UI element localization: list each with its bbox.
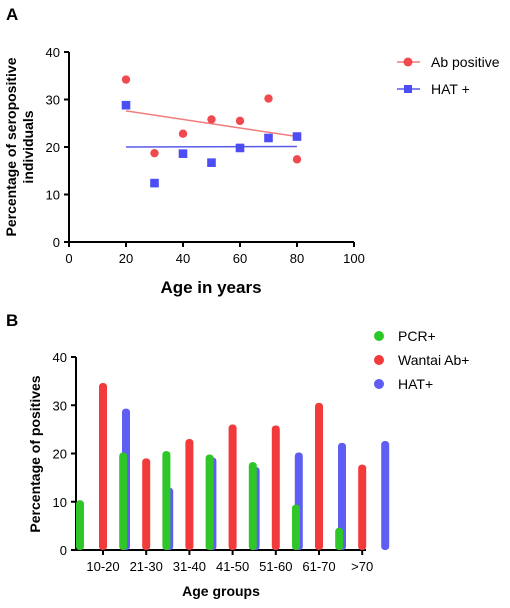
bar-pcr (249, 462, 257, 550)
data-point-hat (179, 149, 188, 158)
bar-wantai (272, 426, 280, 550)
bar-pcr (162, 451, 170, 550)
y-tick-label-a: 30 (46, 93, 60, 108)
bar-wantai (229, 425, 237, 550)
legend-label-wantai: Wantai Ab+ (398, 352, 469, 368)
bar-pcr (292, 505, 300, 550)
data-point-ab-positive (150, 149, 158, 157)
legend-marker-wantai (374, 355, 384, 365)
x-tick-label-a: 40 (176, 251, 190, 266)
y-tick-label-b: 40 (53, 350, 67, 365)
y-tick-label-b: 20 (53, 447, 67, 462)
data-point-ab-positive (207, 115, 215, 123)
legend-marker-ab-positive (404, 58, 413, 67)
category-label: 41-50 (216, 559, 249, 574)
y-tick-label-a: 20 (46, 140, 60, 155)
y-tick-label-b: 0 (60, 543, 67, 558)
x-tick-label-a: 20 (119, 251, 133, 266)
data-point-ab-positive (122, 75, 130, 83)
trendline-ab-positive (126, 111, 297, 137)
data-point-hat (207, 158, 216, 167)
data-point-ab-positive (179, 130, 187, 138)
legend-a: Ab positive HAT + (397, 54, 500, 97)
data-point-hat (236, 144, 245, 153)
bar-wantai (185, 439, 193, 550)
bar-wantai (99, 383, 107, 550)
data-point-hat (264, 134, 273, 143)
category-label: 61-70 (302, 559, 335, 574)
y-axis-label-a-line1: Percentage of seropositive (3, 57, 19, 236)
bar-chart-b: 0 10 20 30 40 10-20 21-30 31-40 41-50 51-60 61-70… (27, 328, 469, 599)
legend-label-pcr: PCR+ (398, 328, 436, 344)
x-axis-label-a: Age in years (160, 278, 261, 297)
bar-pcr (76, 500, 84, 550)
y-tick-label-a: 0 (53, 235, 60, 250)
data-point-ab-positive (264, 94, 272, 102)
bar-wantai (142, 458, 150, 550)
x-axis-label-b: Age groups (182, 583, 260, 599)
legend-b: PCR+ Wantai Ab+ HAT+ (374, 328, 469, 392)
y-axis-label-b: Percentage of positives (27, 375, 43, 532)
category-label: 21-30 (130, 559, 163, 574)
category-label: 10-20 (86, 559, 119, 574)
x-tick-label-a: 100 (343, 251, 365, 266)
data-point-hat (293, 132, 302, 141)
y-tick-label-b: 10 (53, 495, 67, 510)
x-tick-label-a: 80 (290, 251, 304, 266)
legend-label-ab-positive: Ab positive (431, 54, 500, 70)
bar-pcr (119, 453, 127, 550)
x-tick-label-a: 60 (233, 251, 247, 266)
data-point-hat (122, 101, 131, 110)
scatter-chart-a: 0 20 40 60 80 100 0 10 20 30 40 Age in years Perce… (3, 45, 500, 297)
category-label: 31-40 (173, 559, 206, 574)
panel-b-label: B (6, 311, 18, 330)
y-tick-label-a: 40 (46, 45, 60, 60)
legend-marker-hat (404, 85, 412, 93)
x-tick-label-a: 0 (65, 251, 72, 266)
bar-wantai (315, 403, 323, 550)
data-point-hat (150, 179, 159, 188)
bar-pcr (335, 528, 343, 550)
bar-hat (381, 441, 389, 550)
bar-pcr (206, 454, 214, 550)
data-point-ab-positive (236, 117, 244, 125)
legend-marker-hat-b (374, 379, 384, 389)
y-tick-label-b: 30 (53, 398, 67, 413)
category-label: 51-60 (259, 559, 292, 574)
y-tick-label-a: 10 (46, 188, 60, 203)
legend-marker-pcr (374, 331, 384, 341)
y-axis-label-a-line2: individuals (20, 110, 36, 183)
bar-wantai (358, 465, 366, 550)
legend-label-hat-b: HAT+ (398, 376, 433, 392)
panel-a-label: A (6, 5, 18, 24)
category-label: >70 (351, 559, 373, 574)
legend-label-hat: HAT + (431, 81, 470, 97)
data-point-ab-positive (293, 155, 301, 163)
